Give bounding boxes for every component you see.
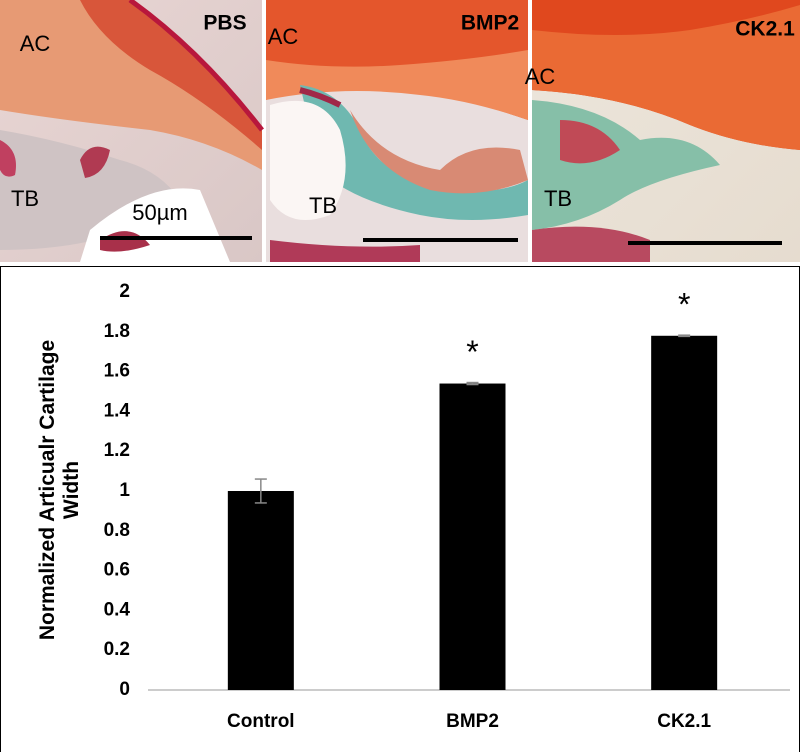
bar [439,383,506,690]
y-tick-label: 1 [119,480,130,501]
x-tick-label: Control [227,711,295,732]
significance-mark: * [466,334,478,370]
region-label: TB [544,186,572,211]
error-bar [254,478,267,504]
micrograph-labels: PBS AC TB 50µm BMP2 AC TB CK2.1 AC TB [11,12,795,225]
significance-mark: * [678,287,690,323]
y-tick-label: 0.8 [104,520,130,541]
region-label: TB [309,193,337,218]
bar [227,491,294,690]
panel-title: CK2.1 [735,18,795,41]
region-label: TB [11,186,39,211]
y-tick-label: 0.6 [104,560,130,581]
region-label: AC [268,24,299,49]
micrographs: PBS AC TB 50µm BMP2 AC TB CK2.1 AC TB [0,0,800,262]
panel-ck21 [532,0,800,262]
error-bar [466,381,479,386]
y-tick-label: 0.4 [104,599,131,620]
panel-title: PBS [203,12,246,35]
region-label: AC [525,64,556,89]
y-tick-label: 1.6 [104,361,130,382]
y-tick-label: 1.8 [104,321,130,342]
panel-bmp2 [266,0,528,262]
y-tick-label: 0.2 [104,639,130,660]
y-axis-label: Normalized Articualr Cartilage Width [36,339,83,641]
panel-title: BMP2 [461,12,519,35]
bar [651,335,718,690]
panel-pbs [0,0,264,262]
x-tick-label: CK2.1 [657,711,711,732]
y-tick-label: 0 [119,679,130,700]
x-tick-label: BMP2 [446,711,499,732]
error-bar [678,334,691,338]
y-tick-label: 1.2 [104,440,130,461]
scale-label: 50µm [132,200,187,225]
region-label: AC [20,31,51,56]
y-tick-label: 2 [119,281,130,302]
y-tick-label: 1.4 [104,400,131,421]
